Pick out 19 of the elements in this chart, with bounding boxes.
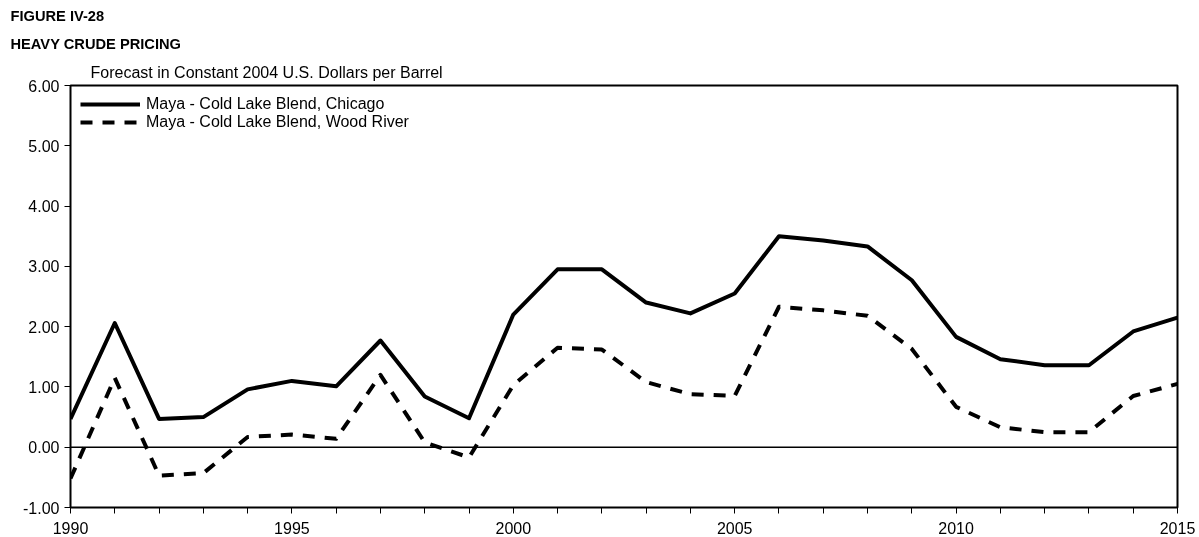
y-tick-label: 0.00	[28, 439, 60, 457]
y-tick-label: 5.00	[28, 137, 60, 155]
x-tick-label: 2005	[716, 519, 753, 537]
y-tick-label: 3.00	[28, 258, 60, 276]
y-tick-label: -1.00	[23, 499, 60, 517]
x-tick-label: 2015	[1159, 519, 1196, 537]
y-tick-label: 2.00	[28, 318, 60, 336]
y-tick-label: 6.00	[28, 77, 60, 95]
x-tick-label: 2010	[938, 519, 974, 537]
x-tick-label: 1995	[274, 519, 310, 537]
legend-label: Maya - Cold Lake Blend, Chicago	[146, 95, 385, 113]
y-tick-label: 4.00	[28, 198, 60, 216]
x-tick-label: 2000	[495, 519, 532, 537]
y-tick-label: 1.00	[28, 378, 60, 396]
chart-subtitle: HEAVY CRUDE PRICING	[10, 35, 181, 52]
chart-title: FIGURE IV-28	[10, 7, 105, 24]
y-axis-title: Forecast in Constant 2004 U.S. Dollars per Barrel	[90, 63, 443, 81]
x-tick-label: 1990	[52, 519, 89, 537]
legend-label: Maya - Cold Lake Blend, Wood River	[146, 113, 409, 131]
